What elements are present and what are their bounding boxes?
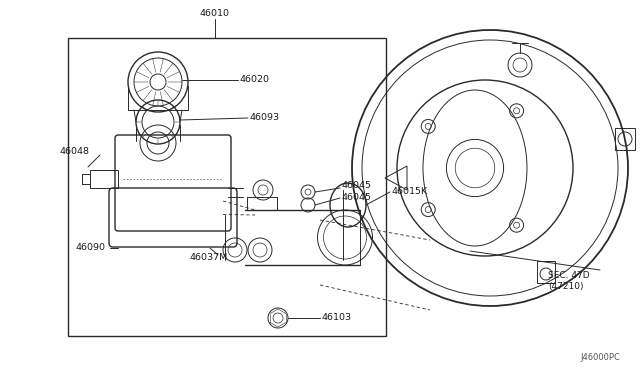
Text: 46020: 46020 [240,76,270,84]
Text: 46093: 46093 [250,113,280,122]
Text: 46103: 46103 [322,314,352,323]
Bar [537,261,555,283]
Bar [68,38,386,336]
Text: 46048: 46048 [60,148,90,157]
Text: 46037M: 46037M [190,253,228,263]
Text: 46045: 46045 [342,180,372,189]
Text: 46045: 46045 [342,193,372,202]
Text: 46010: 46010 [200,9,230,18]
Text: 46090: 46090 [75,244,105,253]
Bar [615,128,635,150]
Text: SEC. 47D: SEC. 47D [548,270,589,279]
Text: J46000PC: J46000PC [580,353,620,362]
Bar [90,170,118,188]
Text: (47210): (47210) [548,282,584,291]
Text: 46015K: 46015K [392,187,428,196]
